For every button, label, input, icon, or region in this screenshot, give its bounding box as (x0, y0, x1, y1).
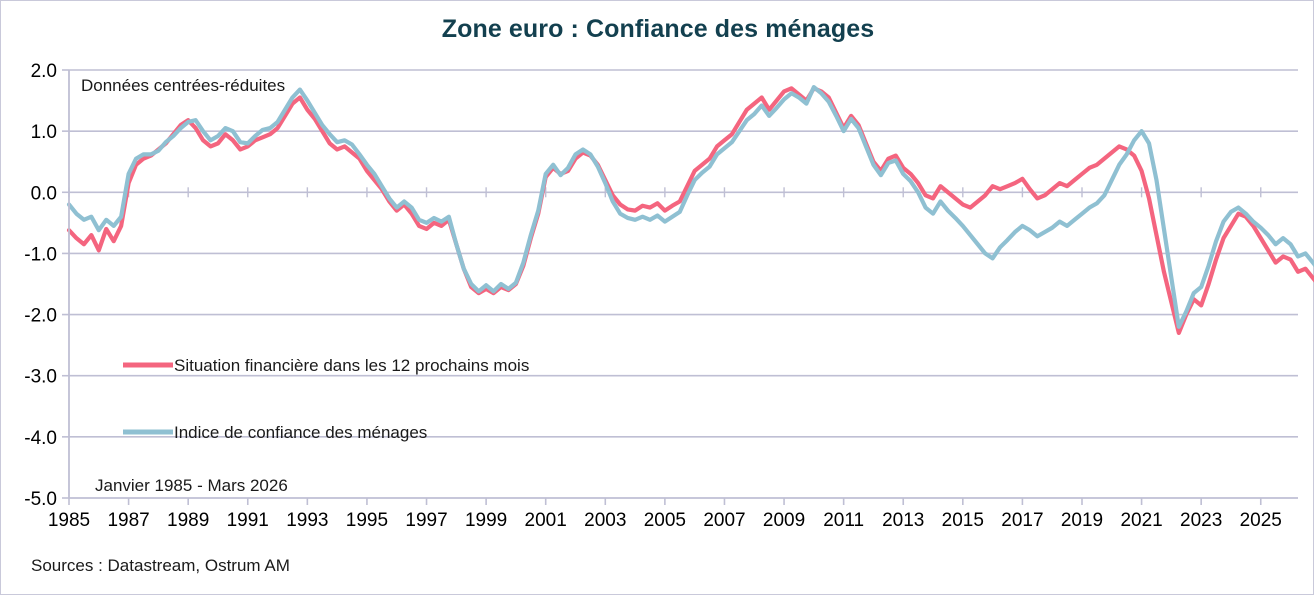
x-axis-tick-label: 1991 (227, 510, 269, 531)
x-axis-tick-label: 2025 (1240, 510, 1282, 531)
x-axis-tick-label: 2003 (584, 510, 626, 531)
y-axis-tick-label: -5.0 (24, 489, 57, 510)
annotation-period: Janvier 1985 - Mars 2026 (95, 476, 288, 495)
series-line-2 (66, 85, 1314, 329)
x-axis-tick-label: 2011 (823, 510, 864, 531)
x-axis-tick-label: 2005 (644, 510, 686, 531)
x-axis-tick-label: 1995 (346, 510, 388, 531)
y-axis-tick-label: -1.0 (24, 244, 57, 265)
legend-group: Situation financière dans les 12 prochai… (123, 356, 529, 442)
x-axis-tick-label: 2013 (882, 510, 924, 531)
x-axis-tick-label: 2023 (1180, 510, 1222, 531)
x-axis-tick-label: 1999 (465, 510, 507, 531)
x-axis-tick-label: 2015 (942, 510, 984, 531)
x-axis-tick-label: 2001 (525, 510, 567, 531)
y-axis-tick-label: -3.0 (24, 367, 57, 388)
x-axis-tick-label: 2019 (1061, 510, 1103, 531)
annotations-group: Données centrées-réduites Janvier 1985 - … (81, 76, 288, 495)
y-axis-ticks-group: 2.0 1.0 0.0 -1.0 -2.0 -3.0 -4.0 -5.0 (24, 61, 69, 510)
axis-lines-group (68, 70, 1298, 499)
legend-label-2: Indice de confiance des ménages (174, 423, 427, 442)
x-axis-tick-label: 1989 (167, 510, 209, 531)
x-axis-tick-label: 1987 (107, 510, 149, 531)
y-axis-tick-label: 0.0 (31, 183, 57, 204)
series-line-1 (66, 86, 1314, 336)
data-series-group (66, 85, 1314, 336)
x-axis-tick-label: 1985 (48, 510, 90, 531)
y-axis-tick-label: 1.0 (31, 122, 57, 143)
y-axis-tick-label: 2.0 (31, 61, 57, 82)
chart-title: Zone euro : Confiance des ménages (441, 15, 875, 43)
legend-label-1: Situation financière dans les 12 prochai… (174, 356, 529, 375)
y-axis-tick-label: -4.0 (24, 428, 57, 449)
x-axis-tick-label: 2017 (1001, 510, 1043, 531)
annotation-top-left: Données centrées-réduites (81, 76, 285, 95)
sources-note: Sources : Datastream, Ostrum AM (31, 556, 290, 575)
x-axis-tick-label: 1997 (405, 510, 447, 531)
x-axis-tick-label: 2009 (763, 510, 805, 531)
gridlines-group (69, 69, 1298, 438)
x-axis-tick-label: 2021 (1120, 510, 1162, 531)
y-axis-tick-label: -2.0 (24, 306, 57, 327)
x-axis-tick-label: 2007 (703, 510, 745, 531)
x-axis-tick-label: 1993 (286, 510, 328, 531)
